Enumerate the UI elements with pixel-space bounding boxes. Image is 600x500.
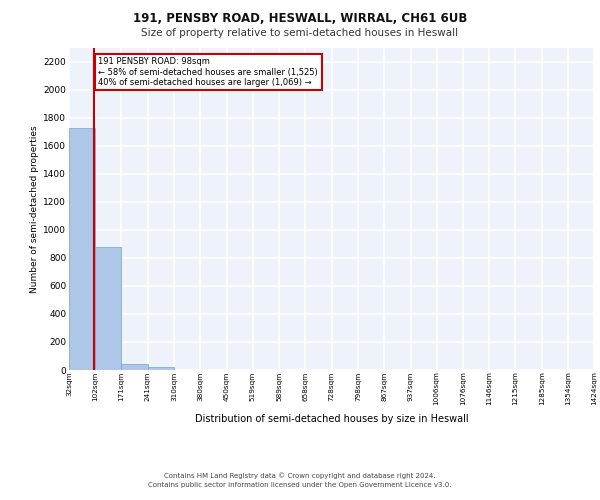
Text: 191 PENSBY ROAD: 98sqm
← 58% of semi-detached houses are smaller (1,525)
40% of : 191 PENSBY ROAD: 98sqm ← 58% of semi-det…: [98, 58, 318, 87]
Text: Contains HM Land Registry data © Crown copyright and database right 2024.
Contai: Contains HM Land Registry data © Crown c…: [148, 472, 452, 488]
X-axis label: Distribution of semi-detached houses by size in Heswall: Distribution of semi-detached houses by …: [194, 414, 469, 424]
Y-axis label: Number of semi-detached properties: Number of semi-detached properties: [30, 125, 39, 292]
Text: 191, PENSBY ROAD, HESWALL, WIRRAL, CH61 6UB: 191, PENSBY ROAD, HESWALL, WIRRAL, CH61 …: [133, 12, 467, 26]
Bar: [69, 128, 95, 370]
Bar: [121, 364, 148, 370]
Text: Size of property relative to semi-detached houses in Heswall: Size of property relative to semi-detach…: [142, 28, 458, 38]
Bar: [95, 248, 121, 370]
Bar: [148, 367, 174, 370]
